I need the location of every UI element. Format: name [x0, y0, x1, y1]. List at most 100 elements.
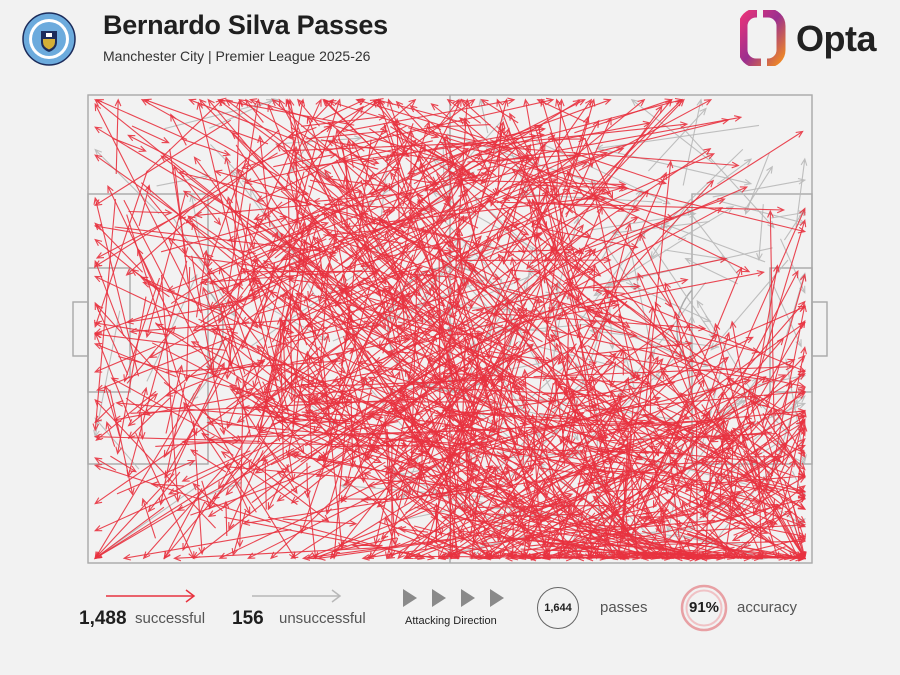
successful-pass-arrow — [315, 293, 519, 463]
successful-pass-arrow — [126, 260, 188, 478]
successful-pass-arrow — [127, 134, 302, 225]
successful-pass-arrow — [493, 142, 525, 160]
successful-pass-arrow — [481, 312, 707, 332]
successful-pass-arrow — [285, 98, 298, 167]
successful-pass-arrow — [255, 125, 407, 202]
successful-pass-arrow — [557, 115, 590, 208]
successful-pass-arrow — [452, 451, 545, 523]
successful-label: successful — [135, 610, 206, 627]
successful-pass-arrow — [497, 189, 592, 238]
successful-pass-arrow — [699, 369, 806, 493]
pass-map — [72, 94, 828, 564]
successful-pass-arrow — [587, 344, 731, 440]
successful-pass-arrow — [173, 546, 396, 562]
successful-pass-arrow — [131, 125, 170, 144]
successful-pass-arrow — [531, 194, 559, 228]
successful-pass-arrow — [332, 440, 383, 463]
successful-pass-arrow — [306, 376, 506, 388]
successful-pass-arrow — [750, 319, 806, 412]
successful-pass-arrow — [358, 370, 401, 469]
successful-pass-arrow — [225, 415, 298, 496]
successful-pass-arrow — [443, 137, 468, 288]
successful-pass-arrow — [206, 419, 407, 442]
successful-pass-arrow — [301, 113, 387, 127]
successful-pass-arrow — [94, 102, 202, 314]
successful-pass-arrow — [548, 458, 775, 494]
successful-pass-arrow — [136, 392, 158, 413]
successful-pass-arrow — [128, 209, 173, 217]
left-goal — [72, 301, 89, 357]
successful-pass-arrow — [457, 283, 543, 524]
successful-pass-arrow — [424, 373, 479, 550]
successful-pass-arrow — [352, 140, 392, 227]
successful-pass-arrow — [93, 251, 327, 335]
successful-pass-arrow — [405, 157, 438, 184]
successful-pass-arrow — [592, 340, 694, 355]
successful-pass-arrow — [366, 410, 502, 434]
successful-pass-arrow — [235, 426, 497, 438]
successful-pass-arrow — [524, 408, 578, 560]
successful-pass-arrow — [93, 492, 180, 532]
successful-pass-arrow — [218, 266, 281, 442]
successful-pass-arrow — [554, 419, 645, 456]
successful-pass-arrow — [268, 516, 426, 561]
successful-pass-arrow — [576, 276, 591, 304]
successful-pass-arrow — [115, 296, 147, 455]
successful-pass-arrow — [387, 348, 419, 356]
successful-pass-arrow — [226, 98, 261, 294]
successful-pass-arrow — [282, 518, 358, 527]
successful-pass-arrow — [752, 264, 780, 405]
successful-pass-arrow — [290, 453, 453, 560]
successful-pass-arrow — [276, 400, 419, 502]
successful-pass-arrow — [282, 325, 421, 541]
successful-pass-arrow — [514, 363, 585, 483]
successful-pass-arrow — [225, 98, 357, 198]
opta-wordmark: Opta — [796, 18, 877, 59]
triangle-right-icon — [461, 589, 475, 607]
successful-pass-arrow — [386, 98, 476, 166]
unsuccessful-count: 156 — [232, 608, 264, 629]
successful-pass-arrow — [684, 457, 752, 479]
successful-pass-arrow — [666, 514, 749, 559]
successful-pass-arrow — [428, 326, 581, 422]
successful-pass-arrow — [431, 229, 498, 427]
successful-pass-arrow — [276, 471, 311, 493]
successful-pass-arrow — [415, 273, 435, 315]
successful-pass-arrow — [109, 389, 135, 496]
successful-pass-arrow — [687, 533, 793, 561]
successful-pass-arrow — [425, 273, 543, 343]
successful-pass-arrow — [580, 185, 626, 201]
successful-pass-arrow — [481, 528, 510, 540]
successful-pass-arrow — [255, 217, 351, 295]
successful-pass-arrow — [763, 454, 770, 484]
attacking-direction-icon — [403, 589, 504, 607]
successful-pass-arrow — [143, 98, 269, 145]
successful-pass-arrow — [706, 300, 806, 414]
successful-pass-arrow — [110, 455, 138, 473]
successful-pass-arrow — [267, 464, 290, 511]
successful-pass-arrow — [423, 224, 584, 439]
successful-pass-arrow — [192, 288, 261, 332]
successful-pass-arrow — [246, 223, 256, 250]
successful-pass-arrow — [189, 449, 227, 473]
successful-pass-arrow — [506, 233, 526, 259]
successful-pass-arrow — [585, 141, 614, 200]
successful-pass-arrow — [545, 206, 603, 338]
successful-pass-arrow — [224, 155, 290, 417]
successful-pass-arrow — [180, 173, 222, 226]
successful-pass-arrow — [719, 436, 737, 505]
successful-pass-arrow — [95, 390, 157, 442]
successful-pass-arrow — [334, 180, 463, 278]
successful-pass-arrow — [337, 138, 477, 273]
successful-pass-arrow — [93, 331, 227, 351]
successful-pass-arrow — [710, 421, 751, 443]
successful-pass-arrow — [725, 377, 791, 416]
successful-pass-arrow — [441, 469, 574, 560]
successful-pass-arrow — [138, 184, 151, 227]
successful-pass-arrow — [531, 225, 639, 250]
successful-pass-arrow — [644, 160, 674, 412]
successful-pass-arrow — [123, 277, 161, 383]
successful-pass-arrow — [584, 137, 594, 169]
successful-pass-arrow — [94, 259, 125, 337]
successful-pass-arrow — [702, 442, 788, 511]
